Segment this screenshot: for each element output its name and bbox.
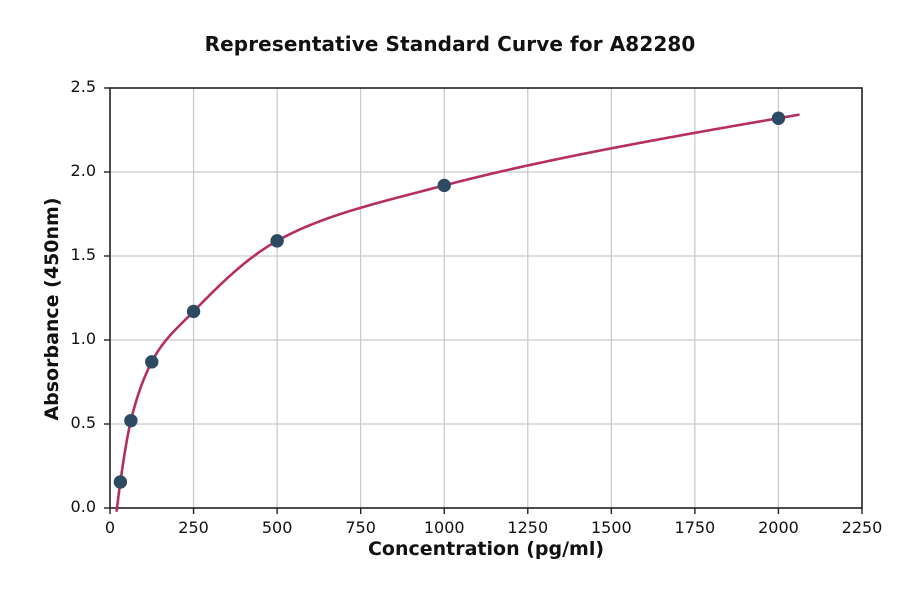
x-tick-label: 750 bbox=[345, 518, 376, 537]
data-point-marker bbox=[145, 355, 159, 369]
y-tick-label: 2.0 bbox=[70, 161, 96, 180]
plot-background bbox=[110, 88, 862, 508]
data-point-marker bbox=[113, 475, 128, 489]
plot-border bbox=[109, 87, 863, 509]
y-tick-label: 0.0 bbox=[70, 497, 96, 516]
chart-title: Representative Standard Curve for A82280 bbox=[204, 32, 696, 56]
x-tick-label: 1750 bbox=[674, 518, 716, 537]
data-point-markers bbox=[113, 111, 786, 489]
x-tick-label: 0 bbox=[104, 518, 116, 537]
x-tick-label: 2000 bbox=[758, 518, 799, 537]
x-tick-label: 1250 bbox=[507, 518, 549, 537]
y-tick-label: 0.5 bbox=[70, 413, 96, 432]
y-tick-label: 2.5 bbox=[70, 77, 96, 96]
data-point-marker bbox=[124, 413, 138, 428]
x-tick-label: 250 bbox=[178, 518, 209, 537]
data-point-marker bbox=[270, 234, 284, 248]
y-axis-label: Absorbance (450nm) bbox=[41, 197, 63, 421]
x-tick-label: 1000 bbox=[423, 518, 465, 537]
grid-lines bbox=[110, 88, 862, 508]
data-point-marker bbox=[437, 178, 451, 193]
x-tick-label: 2250 bbox=[841, 518, 883, 537]
y-tick-label: 1.0 bbox=[70, 329, 96, 348]
x-axis-label: Concentration (pg/ml) bbox=[367, 538, 605, 560]
standard-curve-line bbox=[115, 113, 800, 512]
x-tick-label: 1500 bbox=[590, 518, 632, 537]
y-tick-label: 1.5 bbox=[70, 245, 96, 264]
x-tick-label: 500 bbox=[261, 518, 293, 537]
tick-marks bbox=[104, 87, 863, 514]
data-point-marker bbox=[186, 304, 201, 319]
data-point-marker bbox=[771, 111, 786, 125]
